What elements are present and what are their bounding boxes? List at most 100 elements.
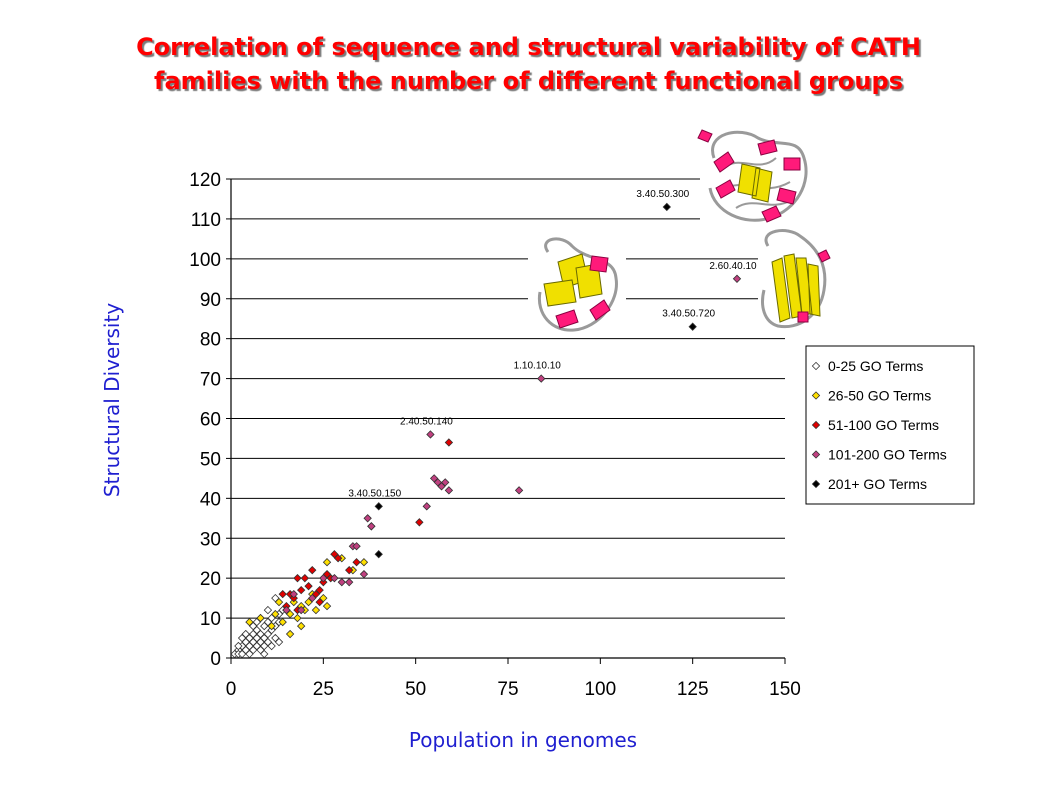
data-points <box>230 202 742 659</box>
data-point <box>330 574 339 583</box>
y-tick-label: 60 <box>200 410 221 431</box>
y-tick-label: 110 <box>191 210 221 231</box>
data-point <box>363 514 372 523</box>
data-point <box>374 502 383 511</box>
data-point <box>315 585 324 595</box>
y-tick-label: 120 <box>189 170 221 191</box>
data-point <box>537 374 546 383</box>
data-point <box>293 574 302 583</box>
data-point <box>274 637 284 647</box>
data-point <box>300 574 310 583</box>
data-point <box>345 577 354 587</box>
data-point <box>688 322 697 331</box>
data-point <box>444 438 454 447</box>
x-tick-label: 150 <box>769 679 801 700</box>
point-annotation: 3.40.50.150 <box>348 488 401 499</box>
data-point <box>278 589 287 599</box>
data-point <box>441 478 450 487</box>
legend: 0-25 GO Terms 26-50 GO Terms 51-100 GO Ter… <box>805 345 975 505</box>
x-tick-label: 50 <box>405 679 426 700</box>
y-tick-label: 80 <box>200 330 221 351</box>
legend-marker <box>811 450 821 459</box>
data-point <box>322 558 332 567</box>
data-point <box>245 617 254 627</box>
data-point <box>304 581 313 591</box>
y-tick-label: 10 <box>200 609 221 630</box>
data-point <box>289 589 298 599</box>
x-tick-label: 0 <box>226 679 237 700</box>
x-tick-label: 75 <box>497 679 518 700</box>
data-point <box>367 522 376 531</box>
data-point <box>267 621 276 631</box>
x-axis-label: Population in genomes <box>408 728 638 752</box>
data-point <box>345 566 354 575</box>
data-point <box>297 621 306 631</box>
data-point <box>444 486 454 495</box>
point-annotation: 2.40.50.140 <box>400 416 453 427</box>
axes <box>226 178 786 664</box>
tick-labels: 0 10 20 30 40 50 60 70 80 90 100 110 120 0 25 50 75 100 12… <box>189 170 801 700</box>
data-point <box>297 585 306 595</box>
protein-structure-3-40-50-300 <box>697 128 812 224</box>
x-tick-label: 25 <box>313 679 334 700</box>
y-tick-label: 50 <box>200 449 221 470</box>
data-point <box>732 274 742 283</box>
chart-title: Correlation of sequence and structural v… <box>0 30 1057 98</box>
data-point <box>274 597 284 607</box>
protein-structure-right <box>758 226 831 334</box>
legend-label: 101-200 GO Terms <box>828 447 947 463</box>
legend-label: 201+ GO Terms <box>828 476 927 492</box>
data-point <box>237 633 247 643</box>
data-point <box>337 577 346 587</box>
gridlines <box>231 178 785 619</box>
data-point <box>278 617 287 627</box>
data-point <box>359 558 369 567</box>
data-point <box>308 566 317 575</box>
y-tick-label: 40 <box>200 489 221 510</box>
data-point <box>352 558 361 567</box>
legend-label: 26-50 GO Terms <box>828 388 931 404</box>
point-annotation: 3.40.50.720 <box>662 309 715 320</box>
data-point <box>322 601 332 611</box>
data-point <box>514 486 524 495</box>
legend-marker <box>811 391 821 400</box>
data-point <box>662 202 671 212</box>
y-tick-label: 20 <box>200 569 221 590</box>
x-tick-label: 100 <box>584 679 616 700</box>
legend-label: 51-100 GO Terms <box>828 417 939 433</box>
point-annotation: 3.40.50.300 <box>636 189 689 200</box>
data-point <box>297 605 306 615</box>
legend-box <box>805 345 975 505</box>
data-point <box>234 641 243 651</box>
data-point <box>271 609 280 619</box>
data-point <box>374 550 383 559</box>
x-tick-label: 125 <box>677 679 709 700</box>
protein-images <box>528 128 831 338</box>
data-point <box>256 613 265 623</box>
data-point <box>311 605 321 615</box>
data-point <box>315 597 324 607</box>
chart-title-line1: Correlation of sequence and structural v… <box>136 33 921 61</box>
y-tick-label: 100 <box>189 250 221 271</box>
data-point <box>308 593 317 603</box>
data-point <box>319 574 328 583</box>
chart-title-line2: families with the number of different fu… <box>154 67 903 95</box>
protein-structure-left <box>528 232 626 338</box>
y-tick-label: 90 <box>200 290 221 311</box>
data-point <box>426 430 435 439</box>
legend-marker <box>811 479 821 489</box>
annotations: 3.40.50.300 2.60.40.10 3.40.50.720 1.10.10.… <box>348 189 757 499</box>
data-point <box>422 502 431 511</box>
data-point <box>359 570 369 579</box>
data-point <box>267 641 276 651</box>
data-point <box>352 542 361 551</box>
point-annotation: 2.60.40.10 <box>709 261 757 272</box>
point-annotation: 1.10.10.10 <box>514 361 562 372</box>
data-point <box>415 518 424 527</box>
data-point <box>260 649 269 659</box>
y-tick-label: 30 <box>200 529 221 550</box>
y-tick-label: 70 <box>200 370 221 391</box>
data-point <box>263 605 273 615</box>
data-point <box>285 629 295 639</box>
